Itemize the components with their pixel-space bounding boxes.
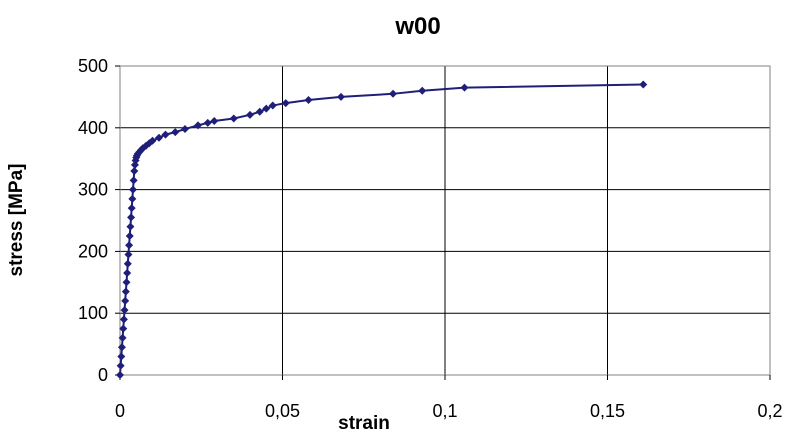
data-point bbox=[125, 241, 134, 250]
data-point bbox=[130, 167, 139, 176]
data-point bbox=[246, 110, 254, 119]
x-tick-label: 0,2 bbox=[757, 401, 782, 421]
data-point bbox=[123, 269, 132, 278]
data-point bbox=[389, 89, 397, 98]
data-point bbox=[148, 136, 157, 145]
data-point bbox=[129, 176, 138, 185]
data-point bbox=[124, 250, 133, 259]
data-point bbox=[117, 352, 126, 361]
data-point bbox=[155, 133, 163, 142]
y-axis-label: stress [MPa] bbox=[6, 164, 27, 277]
data-point bbox=[127, 204, 136, 213]
data-point bbox=[117, 343, 126, 352]
data-point bbox=[281, 99, 290, 108]
data-point bbox=[127, 213, 136, 222]
data-point bbox=[418, 86, 427, 95]
data-point bbox=[116, 361, 125, 370]
data-point bbox=[337, 92, 345, 101]
x-tick-label: 0 bbox=[115, 401, 125, 421]
series-layer bbox=[116, 80, 648, 379]
data-point bbox=[639, 80, 648, 89]
x-axis-ticks: 0 0,05 0,1 0,15 0,2 bbox=[115, 375, 783, 421]
data-point bbox=[121, 296, 130, 305]
chart-title: w00 bbox=[394, 13, 440, 40]
data-point bbox=[121, 287, 130, 296]
data-point bbox=[203, 118, 212, 127]
x-axis-label: strain bbox=[338, 413, 390, 432]
data-point bbox=[120, 306, 129, 315]
y-tick-label: 300 bbox=[78, 180, 108, 200]
y-tick-label: 400 bbox=[78, 118, 108, 138]
data-point bbox=[460, 83, 469, 92]
x-tick-label: 0,15 bbox=[590, 401, 625, 421]
x-tick-label: 0,1 bbox=[432, 401, 457, 421]
data-point bbox=[268, 101, 277, 110]
data-point bbox=[126, 222, 135, 231]
data-point bbox=[210, 117, 219, 126]
data-point bbox=[128, 194, 137, 203]
data-point bbox=[304, 95, 313, 104]
x-tick-label: 0,05 bbox=[265, 401, 300, 421]
data-point bbox=[161, 130, 170, 139]
data-point bbox=[123, 259, 132, 268]
data-point bbox=[129, 185, 137, 194]
data-point bbox=[194, 121, 202, 130]
data-point bbox=[255, 107, 264, 116]
data-point bbox=[118, 333, 127, 342]
data-point bbox=[119, 324, 128, 333]
y-tick-label: 200 bbox=[78, 241, 108, 261]
gridlines bbox=[120, 65, 771, 375]
y-tick-label: 500 bbox=[78, 56, 108, 76]
y-tick-label: 100 bbox=[78, 303, 108, 323]
data-point bbox=[181, 125, 189, 134]
data-point bbox=[262, 104, 271, 113]
data-point bbox=[229, 114, 238, 123]
data-point bbox=[171, 128, 180, 137]
data-point bbox=[119, 315, 128, 324]
data-point bbox=[122, 278, 131, 287]
y-tick-label: 0 bbox=[98, 365, 108, 385]
y-axis-ticks: 0 100 200 300 400 500 bbox=[78, 56, 120, 385]
data-point bbox=[116, 371, 124, 379]
data-point bbox=[125, 231, 134, 240]
